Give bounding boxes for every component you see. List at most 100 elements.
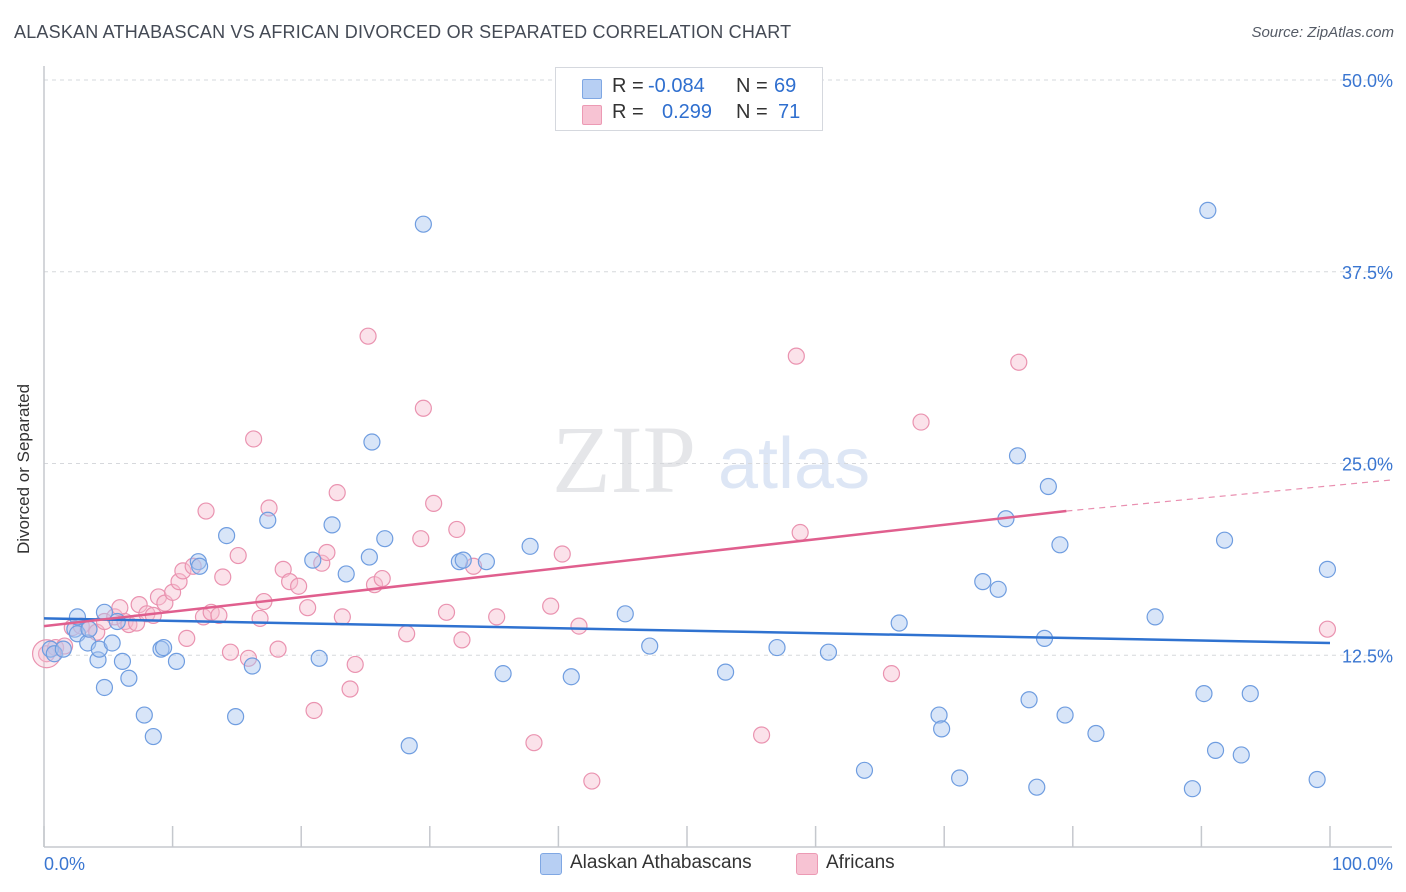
y-tick-label: 37.5% xyxy=(1342,263,1393,283)
africans-point xyxy=(1010,353,1028,371)
africans-point xyxy=(245,430,263,448)
africans-point xyxy=(398,625,416,643)
alaskan-athabascans-point xyxy=(951,769,969,787)
alaskan-athabascans-point xyxy=(191,557,209,575)
alaskan-athabascans-point xyxy=(521,537,539,555)
africans-point xyxy=(437,603,456,621)
africans-point xyxy=(341,680,359,698)
alaskan-athabascans-point xyxy=(135,706,153,724)
africans-point xyxy=(174,562,192,580)
alaskan-athabascans-point xyxy=(323,516,341,534)
alaskan-athabascans-point xyxy=(337,565,355,583)
alaskan-athabascans-point xyxy=(1039,477,1057,496)
trend-lines xyxy=(43,479,1393,645)
alaskan-athabascans-point xyxy=(144,727,162,746)
africans-point xyxy=(178,629,196,647)
stats-swatch-blue xyxy=(582,79,602,99)
alaskan-athabascans-point xyxy=(1028,778,1046,796)
alaskan-athabascans-point xyxy=(974,573,992,591)
alaskan-athabascans-point xyxy=(616,605,634,623)
africans-point xyxy=(164,583,182,601)
alaskan-athabascans-point xyxy=(477,553,495,571)
alaskan-athabascans-point xyxy=(768,638,786,657)
alaskan-athabascans-point xyxy=(54,640,72,658)
africans-point xyxy=(373,569,391,588)
alaskan-athabascans-point xyxy=(1318,560,1337,578)
alaskan-athabascans-point xyxy=(1020,691,1038,709)
alaskan-athabascans-point xyxy=(108,612,126,631)
alaskan-athabascans-point xyxy=(1195,684,1213,703)
alaskan-athabascans-point xyxy=(120,669,138,687)
alaskan-athabascans-point xyxy=(1051,536,1069,554)
x-tick-label: 100.0% xyxy=(1332,854,1393,874)
x-tick-labels: 0.0% 100.0% xyxy=(44,854,1393,874)
africans-point xyxy=(229,546,247,565)
x-tick-label: 0.0% xyxy=(44,854,85,874)
africans-point xyxy=(448,520,466,539)
alaskan-athabascans-point xyxy=(363,433,381,451)
africans-trend-line xyxy=(43,509,1067,628)
alaskan-athabascans-point xyxy=(1206,741,1225,759)
alaskan-athabascans-point xyxy=(1146,608,1164,626)
africans-point xyxy=(313,554,331,572)
alaskan-athabascans-point xyxy=(218,526,236,545)
y-tick-label: 50.0% xyxy=(1342,71,1393,91)
alaskan-athabascans-point xyxy=(1199,201,1217,219)
africans-point xyxy=(791,523,809,542)
stats-box: R = -0.084 N = 69 R = 0.299 N = 71 xyxy=(555,67,823,131)
africans-point xyxy=(214,568,232,586)
alaskan-athabascans-trend-line xyxy=(43,617,1331,645)
stats-r-value: -0.084 xyxy=(648,75,705,97)
africans-point xyxy=(414,399,432,417)
alaskan-athabascans-point xyxy=(376,530,394,548)
africans-point xyxy=(583,772,601,790)
alaskan-athabascans-point xyxy=(80,620,98,638)
alaskan-athabascans-point xyxy=(1215,531,1234,549)
alaskan-athabascans-point xyxy=(989,580,1007,598)
alaskan-athabascans-point xyxy=(716,663,735,681)
stats-n-label: N = xyxy=(736,75,768,97)
africans-point xyxy=(1318,620,1337,638)
source-credit: Source: ZipAtlas.com xyxy=(1251,24,1394,41)
africans-point xyxy=(525,734,543,752)
alaskan-athabascans-point xyxy=(154,638,173,657)
africans-point xyxy=(412,530,430,548)
africans-point xyxy=(184,557,202,575)
alaskan-athabascans-point xyxy=(819,643,838,661)
stats-r-value: 0.299 xyxy=(662,101,713,123)
alaskan-athabascans-point xyxy=(1308,770,1326,789)
alaskan-athabascans-point xyxy=(103,634,121,652)
grid-lines xyxy=(44,79,1392,656)
y-tick-label: 12.5% xyxy=(1342,646,1393,666)
alaskan-athabascans-point xyxy=(259,511,277,529)
africans-point xyxy=(251,609,269,628)
axes xyxy=(43,66,1392,848)
y-axis-label: Divorced or Separated xyxy=(14,383,33,554)
alaskan-athabascans-point xyxy=(933,720,951,738)
africans-point xyxy=(170,573,188,591)
legend-swatch-blue xyxy=(540,853,562,875)
africans-point xyxy=(488,608,506,626)
africans-point xyxy=(269,640,287,658)
legend-label: Africans xyxy=(826,852,895,873)
africans-point xyxy=(882,665,901,683)
africans-point xyxy=(318,543,336,562)
alaskan-athabascans-point xyxy=(414,215,432,233)
stats-n-label: N = xyxy=(736,101,768,123)
alaskan-athabascans-point xyxy=(930,706,948,724)
alaskan-athabascans-point xyxy=(1087,724,1105,743)
watermark-zip: ZIP xyxy=(552,406,696,513)
africans-point xyxy=(752,726,771,744)
africans-point xyxy=(553,545,571,563)
alaskan-athabascans-point xyxy=(1183,780,1201,798)
africans-point xyxy=(305,701,323,720)
africans-point xyxy=(453,631,471,649)
alaskan-athabascans-point xyxy=(1056,706,1074,724)
africans-point xyxy=(346,655,364,674)
africans-point xyxy=(95,612,114,631)
africans-point xyxy=(542,597,560,615)
alaskan-athabascans-point xyxy=(113,652,132,670)
alaskan-athabascans-point xyxy=(641,637,659,655)
africans-point xyxy=(290,577,308,595)
